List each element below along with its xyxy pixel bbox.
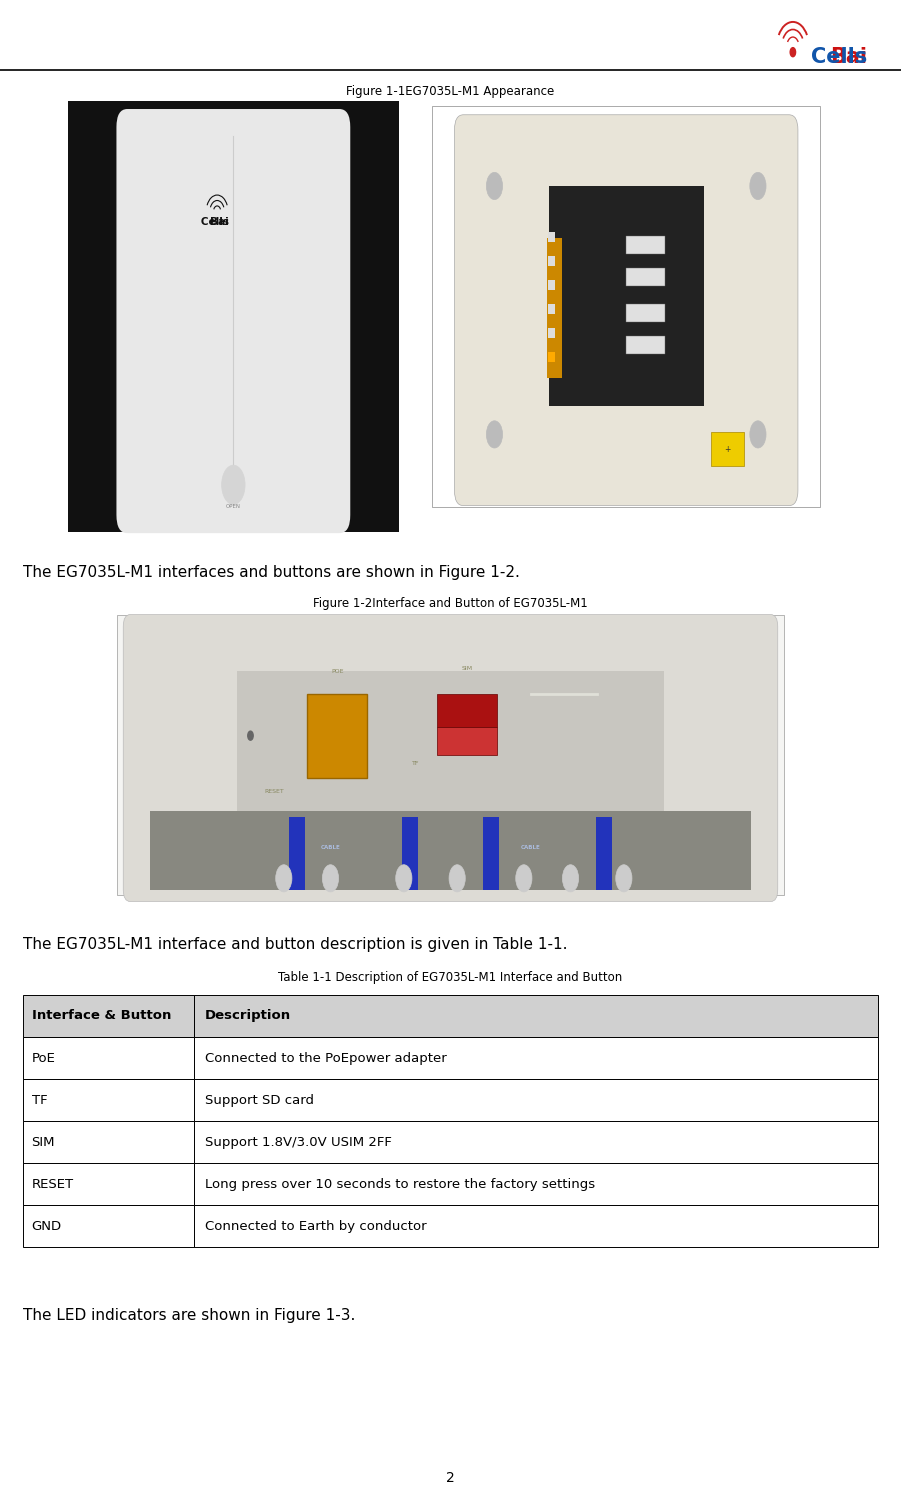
Circle shape [222, 466, 245, 505]
Circle shape [615, 865, 632, 892]
Text: OPEN: OPEN [226, 503, 241, 510]
Bar [626, 236, 665, 254]
Text: Connected to the PoEpower adapter: Connected to the PoEpower adapter [205, 1051, 446, 1064]
Text: TF: TF [32, 1093, 47, 1107]
Bar [596, 816, 612, 889]
Circle shape [487, 420, 503, 448]
Bar [68, 101, 399, 532]
Text: +: + [724, 445, 731, 454]
Circle shape [515, 865, 532, 892]
FancyBboxPatch shape [123, 614, 778, 901]
Bar [237, 671, 664, 812]
Text: SIM: SIM [461, 667, 473, 671]
Bar [150, 812, 751, 889]
Text: Long press over 10 seconds to restore the factory settings: Long press over 10 seconds to restore th… [205, 1178, 595, 1191]
Bar [117, 615, 784, 895]
Text: Support SD card: Support SD card [205, 1093, 314, 1107]
Circle shape [750, 420, 766, 448]
Text: The EG7035L-M1 interfaces and buttons are shown in Figure 1-2.: The EG7035L-M1 interfaces and buttons ar… [23, 565, 519, 581]
Bar [483, 816, 498, 889]
Bar [548, 256, 555, 266]
Text: RESET: RESET [32, 1178, 74, 1191]
Text: Figure 1-1EG7035L-M1 Appearance: Figure 1-1EG7035L-M1 Appearance [346, 85, 555, 98]
Bar [548, 280, 555, 290]
Bar [194, 1080, 878, 1122]
Text: RESET: RESET [264, 789, 284, 794]
Text: POE: POE [331, 670, 343, 674]
Bar [23, 1122, 194, 1163]
Text: TF: TF [413, 761, 420, 767]
Text: Cells: Cells [781, 47, 867, 67]
Bar [626, 304, 665, 322]
Bar [437, 694, 497, 727]
Circle shape [562, 865, 578, 892]
Bar [548, 231, 555, 242]
Text: Connected to Earth by conductor: Connected to Earth by conductor [205, 1220, 426, 1232]
FancyBboxPatch shape [454, 115, 798, 505]
Circle shape [750, 172, 766, 200]
Bar [626, 336, 665, 354]
Text: Bai: Bai [830, 47, 867, 67]
FancyBboxPatch shape [116, 109, 350, 534]
Bar [194, 1122, 878, 1163]
Circle shape [323, 865, 339, 892]
Circle shape [449, 865, 465, 892]
Bar [194, 995, 878, 1037]
Bar [23, 1037, 194, 1080]
Bar [194, 1037, 878, 1080]
Circle shape [790, 47, 796, 57]
Text: Bai: Bai [210, 216, 229, 227]
Text: CABLE: CABLE [521, 845, 541, 850]
Bar [289, 816, 305, 889]
Text: Description: Description [205, 1010, 291, 1022]
Circle shape [396, 865, 412, 892]
Text: The EG7035L-M1 interface and button description is given in Table 1-1.: The EG7035L-M1 interface and button desc… [23, 937, 567, 953]
Text: Table 1-1 Description of EG7035L-M1 Interface and Button: Table 1-1 Description of EG7035L-M1 Inte… [278, 971, 623, 984]
Circle shape [276, 865, 292, 892]
Bar [403, 816, 418, 889]
Bar [23, 995, 194, 1037]
Bar [194, 1163, 878, 1205]
Text: Cells: Cells [190, 216, 229, 227]
Bar [23, 1080, 194, 1122]
Bar [712, 432, 744, 466]
Bar [23, 1205, 194, 1247]
Text: Support 1.8V/3.0V USIM 2FF: Support 1.8V/3.0V USIM 2FF [205, 1136, 391, 1149]
Bar [23, 1163, 194, 1205]
Circle shape [487, 172, 503, 200]
Circle shape [248, 732, 253, 741]
Bar [549, 186, 704, 407]
Bar [437, 727, 497, 756]
Text: 2: 2 [446, 1471, 455, 1485]
Text: CABLE: CABLE [321, 845, 341, 850]
Bar [194, 1205, 878, 1247]
Bar [548, 352, 555, 363]
Text: The LED indicators are shown in Figure 1-3.: The LED indicators are shown in Figure 1… [23, 1308, 355, 1323]
Bar [548, 304, 555, 314]
Text: PoE: PoE [32, 1051, 55, 1064]
Text: GND: GND [32, 1220, 61, 1232]
Bar [432, 106, 820, 507]
Bar [548, 328, 555, 339]
Bar [307, 694, 368, 777]
Text: Interface & Button: Interface & Button [32, 1010, 171, 1022]
Text: SIM: SIM [32, 1136, 55, 1149]
Text: Figure 1-2Interface and Button of EG7035L-M1: Figure 1-2Interface and Button of EG7035… [314, 597, 587, 611]
Bar [626, 268, 665, 286]
Bar [547, 237, 562, 378]
